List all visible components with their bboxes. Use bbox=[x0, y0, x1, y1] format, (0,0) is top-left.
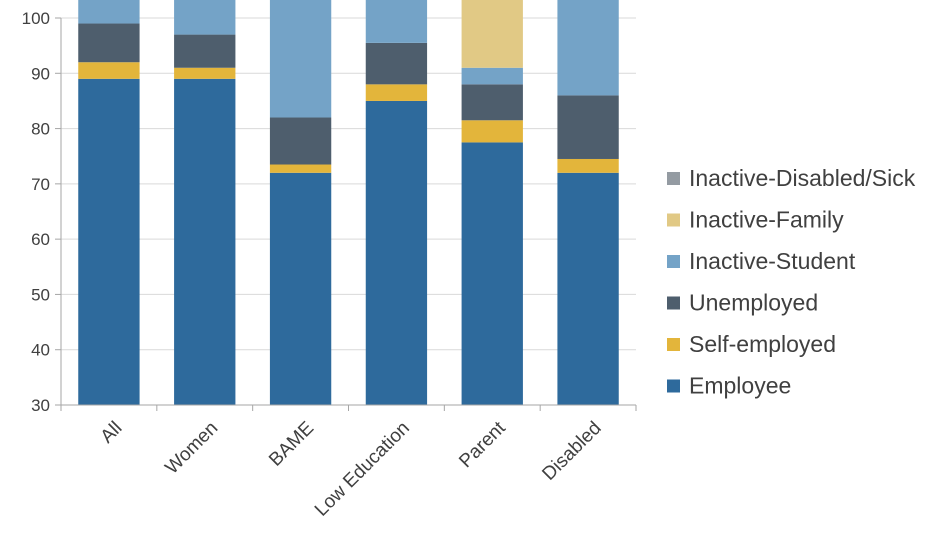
bar-segment-self-employed bbox=[365, 84, 428, 101]
bar-segment-self-employed bbox=[461, 120, 523, 143]
x-category-label: Low Education bbox=[311, 418, 414, 521]
y-tick-label: 80 bbox=[31, 120, 50, 139]
legend-label: Employee bbox=[689, 373, 791, 399]
y-axis: 30 40 50 60 70 80 90 100 bbox=[22, 9, 62, 415]
x-category-label: All bbox=[97, 418, 127, 448]
bar-stack-parent bbox=[461, 0, 523, 405]
bar-stack-bame bbox=[269, 0, 332, 405]
x-category-label: BAME bbox=[265, 418, 318, 471]
bar-segment-inactive-student bbox=[557, 0, 619, 96]
y-tick-label: 90 bbox=[31, 64, 50, 83]
y-tick-label: 30 bbox=[31, 396, 50, 415]
y-tick-label: 70 bbox=[31, 175, 50, 194]
x-category-label: Women bbox=[161, 418, 222, 479]
legend-label: Unemployed bbox=[689, 290, 818, 316]
legend-swatch bbox=[667, 213, 680, 227]
legend-item: Unemployed bbox=[667, 290, 818, 316]
legend-item: Self-employed bbox=[667, 331, 836, 357]
legend-label: Self-employed bbox=[689, 331, 836, 357]
bars bbox=[78, 0, 619, 406]
bar-segment-unemployed bbox=[557, 95, 619, 159]
bar-segment-unemployed bbox=[461, 84, 523, 121]
y-tick-label: 60 bbox=[31, 230, 50, 249]
bar-segment-inactive-family bbox=[461, 0, 523, 68]
legend-swatch bbox=[667, 172, 680, 185]
bar-segment-self-employed bbox=[174, 67, 236, 79]
bar-segment-inactive-student bbox=[365, 0, 428, 43]
bar-segment-unemployed bbox=[365, 42, 428, 85]
bar-stack-all bbox=[78, 0, 140, 406]
bar-segment-self-employed bbox=[78, 62, 140, 79]
bar-segment-unemployed bbox=[269, 117, 332, 165]
bar-segment-employee bbox=[269, 172, 332, 405]
legend: Inactive-Disabled/Sick Inactive-Family Ina… bbox=[667, 165, 916, 399]
bar-segment-employee bbox=[78, 78, 140, 406]
bar-segment-unemployed bbox=[78, 23, 140, 63]
legend-swatch bbox=[667, 255, 680, 268]
bar-segment-employee bbox=[461, 142, 523, 405]
bar-stack-women bbox=[174, 0, 236, 406]
y-tick-label: 50 bbox=[31, 285, 50, 304]
bar-segment-inactive-student bbox=[461, 67, 523, 85]
legend-label: Inactive-Disabled/Sick bbox=[689, 165, 916, 191]
bar-segment-self-employed bbox=[269, 164, 332, 173]
bar-segment-inactive-student bbox=[174, 0, 236, 35]
legend-item: Inactive-Disabled/Sick bbox=[667, 165, 916, 191]
legend-swatch bbox=[667, 379, 680, 393]
legend-swatch bbox=[667, 296, 680, 310]
bar-segment-inactive-student bbox=[269, 0, 332, 118]
bar-segment-employee bbox=[365, 100, 428, 405]
bar-stack-low-education bbox=[365, 0, 428, 405]
x-category-label: Disabled bbox=[538, 418, 605, 485]
bar-segment-unemployed bbox=[174, 34, 236, 68]
bar-segment-employee bbox=[174, 78, 236, 406]
legend-item: Inactive-Family bbox=[667, 207, 844, 233]
legend-item: Inactive-Student bbox=[667, 248, 856, 274]
y-tick-label: 100 bbox=[22, 9, 50, 28]
legend-swatch bbox=[667, 338, 680, 351]
legend-label: Inactive-Student bbox=[689, 248, 856, 274]
x-category-label: Parent bbox=[455, 417, 510, 472]
bar-segment-employee bbox=[557, 172, 619, 405]
legend-item: Employee bbox=[667, 373, 791, 399]
gridlines bbox=[61, 17, 636, 351]
bar-segment-self-employed bbox=[557, 158, 619, 173]
legend-label: Inactive-Family bbox=[689, 207, 844, 233]
y-tick-label: 40 bbox=[31, 341, 50, 360]
bar-stack-disabled bbox=[557, 0, 619, 405]
bar-segment-inactive-student bbox=[78, 0, 140, 24]
